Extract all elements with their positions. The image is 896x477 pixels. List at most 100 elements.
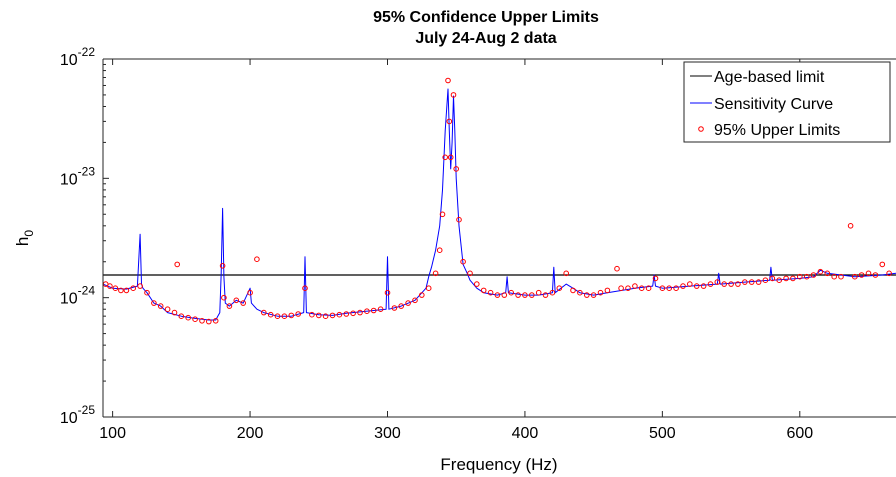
- data-point-95-upper-limits: [144, 289, 150, 296]
- data-point-95-upper-limits: [107, 283, 113, 289]
- data-point-95-upper-limits: [501, 292, 508, 298]
- plot-content: [102, 77, 896, 325]
- data-point-95-upper-limits: [178, 313, 185, 320]
- data-point-95-upper-limits: [776, 277, 783, 284]
- data-point-95-upper-limits: [652, 275, 659, 282]
- data-point-95-upper-limits: [192, 316, 198, 323]
- data-point-95-upper-limits: [803, 273, 810, 280]
- data-point-95-upper-limits: [700, 283, 707, 289]
- data-point-95-upper-limits: [614, 265, 620, 272]
- data-point-95-upper-limits: [852, 273, 858, 280]
- y-axis-label: h0: [13, 230, 36, 246]
- data-point-95-upper-limits: [790, 275, 796, 282]
- data-point-95-upper-limits: [494, 292, 501, 298]
- y-axis-label-sub: 0: [22, 230, 36, 237]
- data-point-95-upper-limits: [233, 297, 240, 304]
- data-point-95-upper-limits: [590, 292, 597, 298]
- data-point-95-upper-limits: [329, 312, 336, 319]
- data-point-95-upper-limits: [370, 307, 377, 314]
- legend-box: [683, 61, 891, 143]
- legend-label-age-based-limit: Age-based limit: [714, 69, 825, 86]
- data-point-95-upper-limits: [226, 303, 233, 309]
- data-point-95-upper-limits: [522, 292, 528, 298]
- data-point-95-upper-limits: [302, 285, 308, 292]
- data-point-95-upper-limits: [446, 118, 453, 125]
- data-point-95-upper-limits: [748, 279, 755, 285]
- data-point-95-upper-limits: [625, 285, 631, 292]
- data-point-95-upper-limits: [316, 312, 322, 319]
- data-point-95-upper-limits: [872, 272, 879, 278]
- data-point-95-upper-limits: [742, 279, 748, 285]
- data-point-95-upper-limits: [391, 305, 398, 311]
- data-point-95-upper-limits: [456, 216, 462, 223]
- data-point-95-upper-limits: [597, 289, 604, 296]
- data-point-95-upper-limits: [556, 285, 563, 292]
- data-point-95-upper-limits: [419, 292, 425, 298]
- data-point-95-upper-limits: [529, 292, 535, 298]
- data-point-95-upper-limits: [123, 287, 130, 294]
- data-point-95-upper-limits: [570, 287, 576, 294]
- data-point-95-upper-limits: [295, 311, 302, 317]
- data-point-95-upper-limits: [309, 311, 315, 318]
- chart-title: 95% Confidence Upper Limits: [373, 9, 599, 26]
- y-tick-label: 10-22: [60, 45, 95, 69]
- data-point-95-upper-limits: [480, 287, 487, 294]
- data-point-95-upper-limits: [130, 285, 136, 292]
- y-axis: 10-25 10-24 10-23 10-22: [60, 45, 109, 427]
- x-tick-label: 400: [512, 425, 539, 442]
- data-point-95-upper-limits: [847, 223, 854, 229]
- data-point-95-upper-limits: [164, 306, 171, 313]
- data-point-95-upper-limits: [762, 277, 769, 284]
- data-point-95-upper-limits: [604, 287, 611, 294]
- data-point-95-upper-limits: [858, 272, 865, 278]
- legend-swatch-upper-limits: [698, 126, 704, 132]
- data-point-95-upper-limits: [274, 313, 281, 320]
- svg-text:h0: h0: [13, 230, 36, 246]
- data-point-95-upper-limits: [707, 281, 714, 287]
- data-point-95-upper-limits: [817, 268, 824, 275]
- data-point-95-upper-limits: [261, 309, 267, 316]
- data-point-95-upper-limits: [288, 312, 295, 319]
- data-point-95-upper-limits: [267, 311, 274, 318]
- data-point-95-upper-limits: [721, 281, 728, 287]
- data-point-95-upper-limits: [221, 294, 227, 301]
- data-point-95-upper-limits: [450, 92, 457, 98]
- data-point-95-upper-limits: [322, 313, 329, 320]
- data-point-95-upper-limits: [810, 272, 817, 278]
- data-point-95-upper-limits: [357, 309, 363, 316]
- data-point-95-upper-limits: [453, 166, 460, 172]
- x-tick-label: 100: [99, 425, 126, 442]
- x-tick-label: 200: [237, 425, 264, 442]
- data-point-95-upper-limits: [206, 318, 212, 325]
- data-point-95-upper-limits: [212, 318, 219, 324]
- data-point-95-upper-limits: [412, 297, 418, 304]
- data-point-95-upper-limits: [364, 308, 370, 315]
- data-point-95-upper-limits: [151, 300, 157, 306]
- data-point-95-upper-limits: [673, 285, 679, 292]
- data-point-95-upper-limits: [577, 289, 583, 296]
- data-point-95-upper-limits: [171, 309, 178, 316]
- data-point-95-upper-limits: [219, 263, 226, 269]
- data-point-95-upper-limits: [638, 285, 645, 292]
- series-line-sensitivity-curve: [102, 88, 896, 321]
- data-point-95-upper-limits: [185, 314, 191, 321]
- data-point-95-upper-limits: [515, 292, 521, 298]
- data-point-95-upper-limits: [693, 283, 700, 289]
- x-tick-label: 500: [649, 425, 676, 442]
- data-point-95-upper-limits: [112, 285, 119, 292]
- data-point-95-upper-limits: [824, 270, 831, 277]
- data-point-95-upper-limits: [439, 211, 446, 218]
- data-point-95-upper-limits: [865, 270, 872, 277]
- data-point-95-upper-limits: [447, 154, 454, 161]
- data-point-95-upper-limits: [886, 270, 892, 277]
- data-point-95-upper-limits: [563, 270, 570, 277]
- data-point-95-upper-limits: [336, 311, 343, 318]
- data-point-95-upper-limits: [384, 289, 391, 296]
- data-point-95-upper-limits: [680, 283, 686, 289]
- data-point-95-upper-limits: [508, 289, 515, 296]
- data-point-95-upper-limits: [157, 303, 164, 309]
- data-point-95-upper-limits: [467, 270, 473, 277]
- data-point-95-upper-limits: [398, 303, 405, 309]
- data-point-95-upper-limits: [618, 285, 624, 292]
- x-tick-label: 600: [786, 425, 813, 442]
